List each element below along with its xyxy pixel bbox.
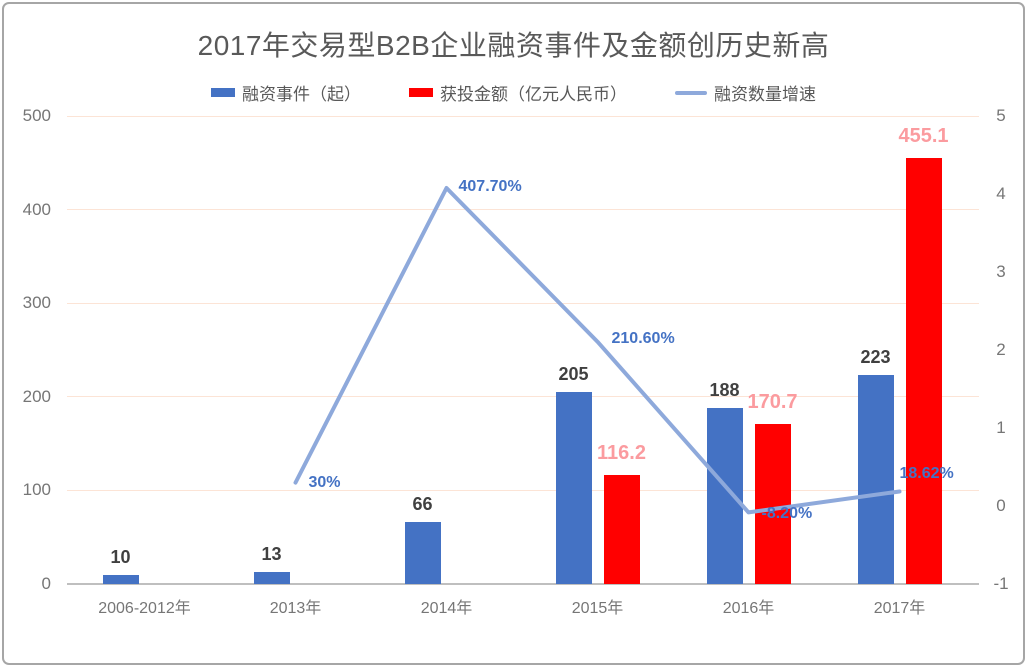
bar-value-label: 10 — [110, 546, 131, 567]
bar-amount — [603, 475, 640, 584]
grid-line — [67, 489, 979, 491]
grid-line — [67, 209, 979, 211]
bar-value-label: 116.2 — [597, 442, 646, 465]
right-axis-tick-label: 0 — [996, 496, 1006, 515]
growth-rate-label: 30% — [308, 473, 341, 491]
bar-value-label: 188 — [709, 380, 740, 401]
chart-title: 2017年交易型B2B企业融资事件及金额创历史新高 — [197, 30, 830, 61]
legend-item-growth: 融资数量增速 — [675, 80, 816, 105]
line-swatch-icon — [675, 90, 707, 95]
plot-area: 0 100 200 300 400 500 -1 0 1 2 3 4 5 10 13 66 205 188 223 1… — [4, 4, 1023, 663]
right-axis-tick-label: 2 — [996, 340, 1006, 359]
bar-swatch-red-icon — [409, 88, 433, 97]
bar-swatch-blue-icon — [211, 88, 235, 97]
right-axis-tick-label: 5 — [996, 106, 1006, 125]
category-label: 2017年 — [873, 600, 926, 617]
legend-item-amount: 获投金额（亿元人民币） — [409, 80, 627, 105]
legend-label: 获投金额（亿元人民币） — [440, 85, 627, 104]
bar-value-label: 205 — [558, 364, 589, 385]
grid-line — [67, 115, 979, 117]
right-axis-tick-label: -1 — [993, 574, 1009, 593]
bar-events — [253, 571, 290, 584]
grid-line — [67, 396, 979, 398]
bar-value-label: 170.7 — [747, 391, 798, 414]
category-label: 2006-2012年 — [98, 600, 191, 617]
left-axis-tick-label: 500 — [22, 106, 51, 125]
bar-value-label: 13 — [261, 543, 282, 564]
legend-item-events: 融资事件（起） — [211, 80, 361, 105]
bar-value-label: 223 — [860, 347, 891, 368]
category-label: 2014年 — [420, 600, 473, 617]
grid-line — [67, 302, 979, 304]
bar-events — [555, 392, 592, 584]
growth-rate-label: -8.20% — [761, 505, 813, 523]
bar-value-label: 455.1 — [898, 125, 949, 148]
growth-trend-line — [293, 185, 902, 515]
left-axis-tick-label: 0 — [41, 574, 51, 593]
bar-value-label: 66 — [412, 494, 433, 515]
right-axis-tick-label: 3 — [996, 262, 1006, 281]
left-axis-tick-label: 300 — [22, 293, 51, 313]
bar-events — [102, 574, 139, 584]
category-label: 2016年 — [722, 600, 775, 617]
chart-legend: 融资事件（起） 获投金额（亿元人民币） 融资数量增速 — [4, 80, 1023, 105]
x-axis-line — [67, 583, 979, 585]
growth-rate-label: 210.60% — [611, 329, 675, 347]
category-label: 2015年 — [571, 600, 624, 617]
growth-rate-label: 18.62% — [899, 465, 954, 483]
left-axis-tick-label: 400 — [22, 199, 51, 219]
left-axis-tick-label: 200 — [22, 386, 51, 406]
growth-rate-label: 407.70% — [458, 177, 522, 195]
right-axis-tick-label: 4 — [996, 184, 1006, 203]
left-axis-tick-label: 100 — [22, 480, 51, 500]
right-axis-tick-label: 1 — [996, 418, 1006, 437]
bar-events — [404, 522, 441, 584]
bar-amount — [905, 158, 942, 584]
bar-amount — [754, 424, 791, 584]
legend-label: 融资事件（起） — [242, 85, 361, 104]
category-label: 2013年 — [269, 600, 322, 617]
bar-events — [857, 375, 894, 584]
legend-label: 融资数量增速 — [714, 85, 816, 104]
